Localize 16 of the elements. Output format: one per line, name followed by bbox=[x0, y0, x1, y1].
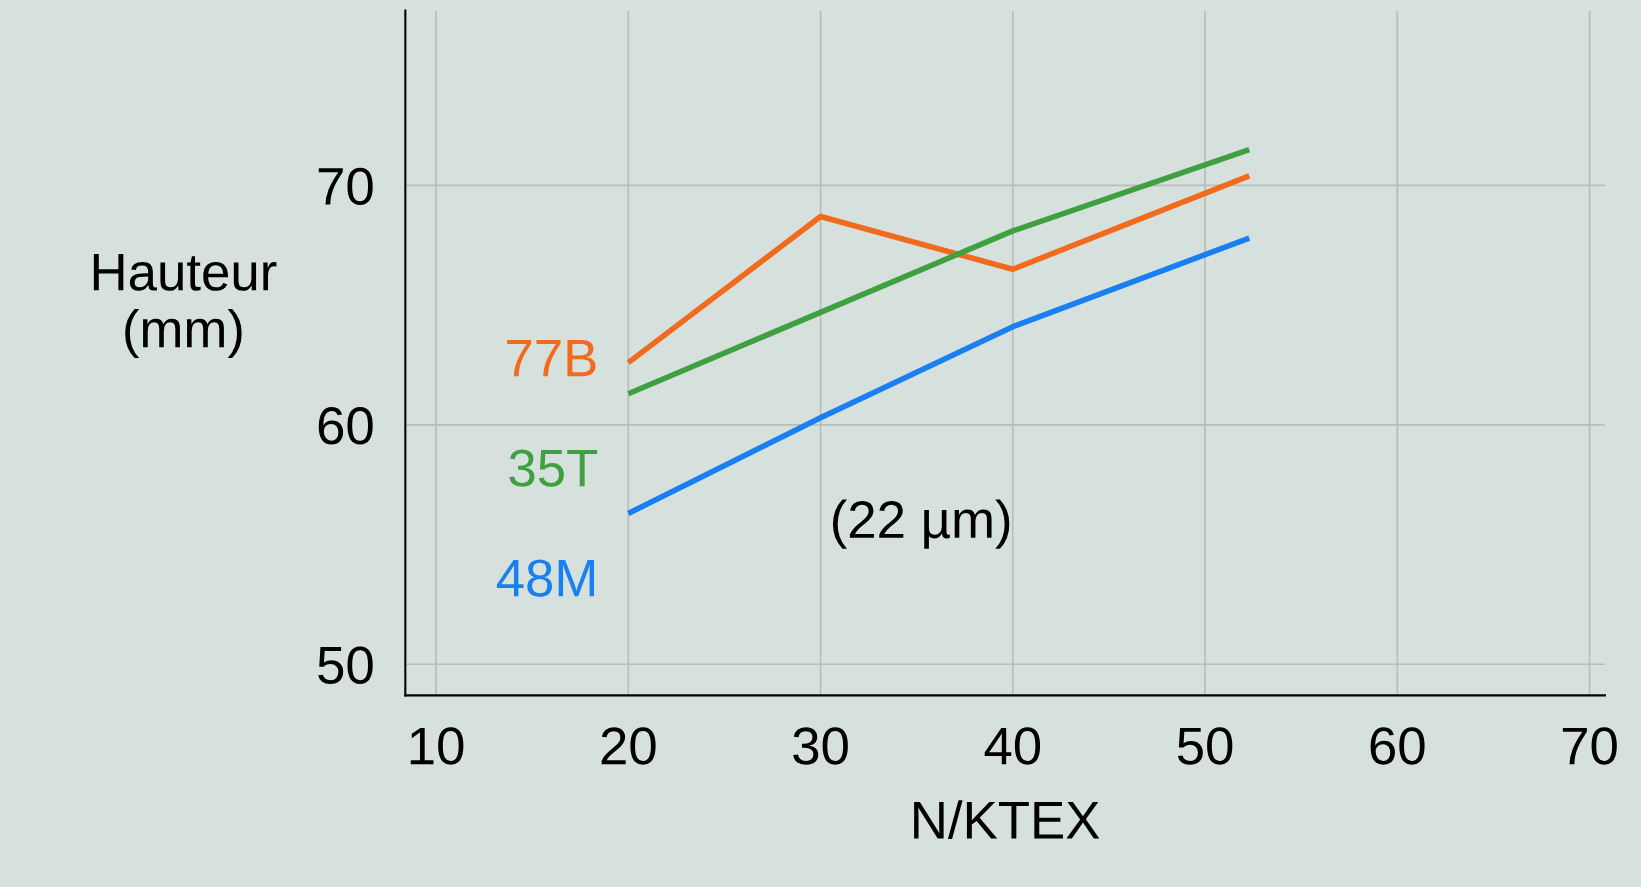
x-tick-label: 60 bbox=[1370, 727, 1425, 765]
x-tick-label: 20 bbox=[601, 727, 656, 765]
x-tick-label: 40 bbox=[984, 727, 1041, 765]
series-label: 48M bbox=[496, 559, 594, 597]
y-tick-label: 60 bbox=[318, 407, 373, 445]
x-axis-title: N/KTEX bbox=[914, 800, 1100, 839]
x-tick-label: 70 bbox=[1562, 727, 1617, 765]
y-axis-title: Hauteur (mm) bbox=[93, 254, 277, 359]
annotation: (22 µm) bbox=[832, 499, 1010, 549]
y-tick-label: 50 bbox=[318, 646, 373, 684]
series-label: 77B bbox=[507, 339, 596, 377]
y-tick-label: 70 bbox=[318, 167, 373, 206]
series-label: 35T bbox=[509, 449, 598, 487]
x-tick-label: 10 bbox=[410, 727, 464, 765]
x-tick-label: 30 bbox=[793, 727, 848, 765]
x-tick-label: 50 bbox=[1177, 727, 1233, 765]
